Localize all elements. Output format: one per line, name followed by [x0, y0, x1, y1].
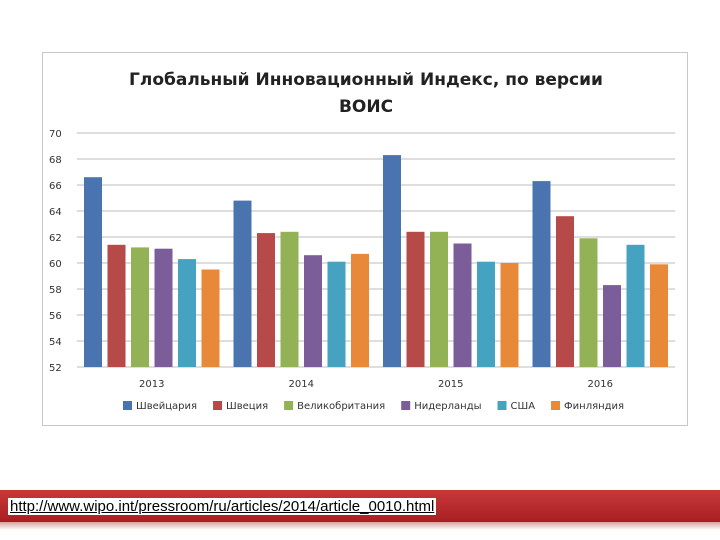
legend: Швейцария Швеция Великобритания Нидерланды С…	[123, 401, 624, 412]
bar	[430, 231, 448, 367]
bar	[280, 231, 299, 367]
bar	[556, 216, 574, 367]
chart-title-line-2: ВОИС	[339, 97, 393, 117]
legend-swatch	[497, 401, 507, 410]
legend-label: Великобритания	[297, 401, 385, 412]
bar	[603, 285, 621, 367]
legend-swatch	[123, 401, 132, 410]
chart-frame: Глобальный Инновационный Индекс, по верс…	[42, 52, 688, 426]
bar	[131, 247, 149, 367]
y-tick-label: 60	[49, 259, 62, 270]
x-axis-categories: 2013 2014 2015 2016	[139, 379, 613, 390]
legend-swatch	[551, 401, 561, 410]
bar	[579, 238, 598, 367]
bar	[477, 261, 495, 367]
bars	[84, 155, 668, 367]
y-tick-label: 66	[49, 181, 62, 192]
bar	[304, 255, 322, 367]
chart-title-line-1: Глобальный Инновационный Индекс, по верс…	[129, 70, 603, 90]
y-tick-label: 54	[49, 337, 62, 348]
legend-swatch	[284, 401, 294, 410]
bar	[453, 243, 472, 367]
legend-label: Нидерланды	[414, 401, 481, 412]
bar	[650, 264, 668, 367]
footer-fade	[0, 522, 720, 530]
x-category-label: 2014	[289, 379, 314, 390]
x-category-label: 2016	[588, 379, 613, 390]
bar	[201, 269, 220, 367]
bar	[107, 244, 126, 367]
legend-swatch	[401, 401, 411, 410]
bar	[327, 261, 346, 367]
y-axis-ticks: 52 54 56 58 60 62 64 66 68 70	[49, 129, 62, 374]
x-category-label: 2013	[139, 379, 164, 390]
gridlines	[77, 132, 675, 368]
bar	[383, 155, 401, 367]
bar	[500, 263, 519, 367]
bar-chart: Глобальный Инновационный Индекс, по верс…	[49, 70, 675, 412]
bar	[406, 231, 425, 367]
legend-label: Швейцария	[136, 401, 197, 412]
bar	[233, 200, 252, 367]
y-tick-label: 52	[49, 363, 62, 374]
y-tick-label: 62	[49, 233, 62, 244]
bar	[257, 233, 275, 367]
bar	[178, 259, 196, 367]
bar	[626, 244, 645, 367]
y-tick-label: 68	[49, 155, 62, 166]
bar	[154, 248, 173, 367]
y-tick-label: 58	[49, 285, 62, 296]
y-tick-label: 70	[49, 129, 62, 140]
legend-label: Швеция	[226, 401, 268, 412]
legend-swatch	[213, 401, 223, 410]
source-link[interactable]: http://www.wipo.int/pressroom/ru/article…	[8, 498, 437, 515]
bar	[532, 181, 551, 367]
y-tick-label: 56	[49, 311, 62, 322]
bar	[351, 253, 369, 367]
y-tick-label: 64	[49, 207, 62, 218]
bar	[84, 177, 102, 367]
legend-label: Финляндия	[564, 401, 624, 412]
x-category-label: 2015	[438, 379, 463, 390]
legend-label: США	[511, 401, 536, 412]
